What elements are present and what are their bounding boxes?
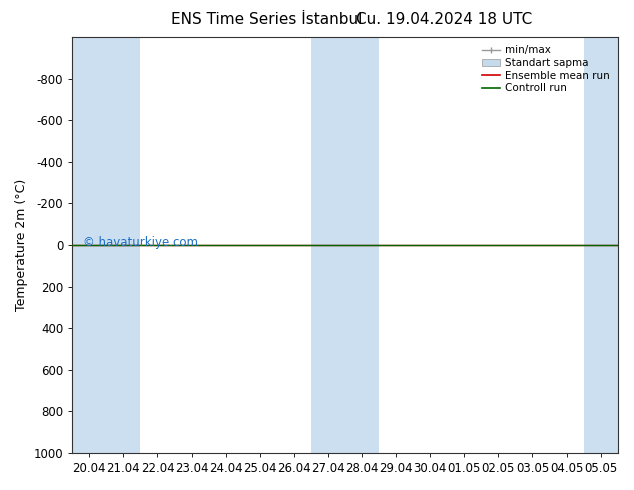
Bar <box>311 37 345 453</box>
Bar <box>584 37 618 453</box>
Text: ENS Time Series İstanbul: ENS Time Series İstanbul <box>171 12 362 27</box>
Bar <box>345 37 379 453</box>
Text: Cu. 19.04.2024 18 UTC: Cu. 19.04.2024 18 UTC <box>356 12 532 27</box>
Bar <box>107 37 140 453</box>
Text: © havaturkiye.com: © havaturkiye.com <box>83 237 198 249</box>
Legend: min/max, Standart sapma, Ensemble mean run, Controll run: min/max, Standart sapma, Ensemble mean r… <box>479 42 612 97</box>
Bar <box>72 37 107 453</box>
Y-axis label: Temperature 2m (°C): Temperature 2m (°C) <box>15 179 28 311</box>
